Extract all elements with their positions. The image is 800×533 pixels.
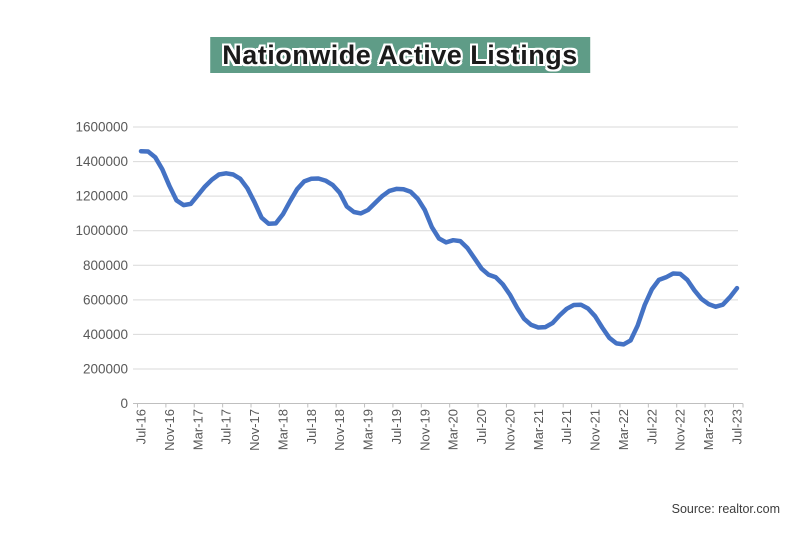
x-axis-label: Mar-19 bbox=[361, 409, 376, 450]
y-axis-label: 600000 bbox=[83, 292, 128, 307]
x-axis-label: Mar-22 bbox=[616, 409, 631, 450]
x-axis-label: Jul-17 bbox=[219, 409, 234, 444]
x-axis-label: Nov-20 bbox=[502, 409, 517, 451]
x-axis-label: Mar-21 bbox=[531, 409, 546, 450]
x-axis-label: Jul-19 bbox=[389, 409, 404, 444]
y-axis-label: 0 bbox=[120, 396, 128, 411]
x-axis-label: Jul-16 bbox=[134, 409, 149, 444]
x-axis-label: Nov-16 bbox=[162, 409, 177, 451]
y-axis-label: 800000 bbox=[83, 258, 128, 273]
y-axis-label: 200000 bbox=[83, 361, 128, 376]
x-axis-label: Jul-20 bbox=[474, 409, 489, 444]
x-axis-label: Nov-22 bbox=[673, 409, 688, 451]
y-axis-label: 1200000 bbox=[75, 189, 128, 204]
chart-title-text: Nationwide Active Listings bbox=[222, 40, 578, 70]
x-axis-label: Jul-18 bbox=[304, 409, 319, 444]
y-axis-label: 1600000 bbox=[75, 120, 128, 135]
source-credit: Source: realtor.com bbox=[671, 502, 780, 516]
x-axis-label: Nov-17 bbox=[247, 409, 262, 451]
x-axis-label: Mar-17 bbox=[190, 409, 205, 450]
y-axis-label: 400000 bbox=[83, 327, 128, 342]
x-axis-label: Mar-18 bbox=[275, 409, 290, 450]
x-axis-label: Nov-21 bbox=[588, 409, 603, 451]
x-axis-label: Nov-19 bbox=[417, 409, 432, 451]
x-axis-label: Jul-23 bbox=[729, 409, 744, 444]
x-axis-label: Nov-18 bbox=[332, 409, 347, 451]
y-axis-label: 1400000 bbox=[75, 154, 128, 169]
chart-title: Nationwide Active Listings bbox=[210, 37, 590, 73]
series-line bbox=[138, 148, 740, 347]
y-axis-label: 1000000 bbox=[75, 223, 128, 238]
x-axis-label: Jul-21 bbox=[559, 409, 574, 444]
x-axis-label: Jul-22 bbox=[644, 409, 659, 444]
x-axis-label: Mar-20 bbox=[446, 409, 461, 450]
x-axis-label: Mar-23 bbox=[701, 409, 716, 450]
